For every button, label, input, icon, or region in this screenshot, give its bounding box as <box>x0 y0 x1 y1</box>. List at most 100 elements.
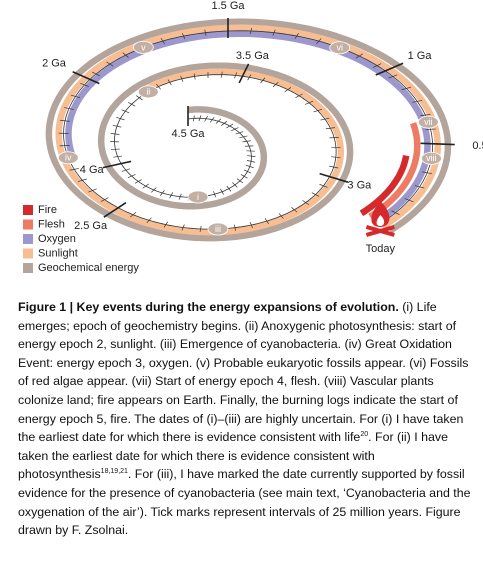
tick <box>401 86 412 91</box>
energy-band <box>359 154 410 217</box>
tick <box>77 178 87 182</box>
tick <box>215 118 222 124</box>
tick <box>122 52 129 58</box>
tick <box>278 213 284 219</box>
time-label: 3 Ga <box>347 179 372 191</box>
tick <box>64 107 74 110</box>
tick <box>181 224 185 231</box>
event-marker <box>417 115 439 129</box>
tick <box>313 109 323 113</box>
tick <box>134 179 142 184</box>
tick <box>319 183 328 188</box>
tick <box>204 115 208 122</box>
tick <box>226 123 234 129</box>
legend-label: Oxygen <box>38 233 76 245</box>
tick <box>329 165 339 169</box>
tick <box>127 174 136 179</box>
legend-swatch <box>23 219 33 230</box>
energy-band <box>65 30 431 225</box>
tick <box>404 198 414 203</box>
time-label: 0.5 Ga <box>472 140 483 152</box>
time-label: 4 Ga <box>80 164 105 176</box>
tick <box>100 197 109 202</box>
tick <box>373 63 382 68</box>
tick <box>294 33 299 40</box>
caption: Figure 1 | Key events during the energy … <box>18 298 476 540</box>
tick <box>178 193 182 200</box>
event-marker <box>207 222 229 236</box>
tick <box>146 217 152 224</box>
tick <box>106 61 114 67</box>
tick <box>291 207 298 213</box>
tick <box>295 93 303 99</box>
tick <box>305 100 314 105</box>
time-mark <box>319 172 349 183</box>
tick <box>221 120 228 126</box>
tick <box>151 187 157 193</box>
tick <box>320 117 330 121</box>
event-marker <box>57 151 79 165</box>
legend-swatch <box>23 263 33 273</box>
time-mark <box>238 63 250 84</box>
tick <box>234 224 236 231</box>
tick <box>234 72 238 79</box>
tick <box>113 155 123 158</box>
tick <box>243 169 252 174</box>
event-label: v <box>141 42 146 52</box>
tick <box>331 156 341 159</box>
time-mark <box>72 70 100 85</box>
tick <box>163 221 168 228</box>
tick <box>142 183 149 189</box>
time-mark <box>102 160 132 169</box>
event-marker <box>137 85 159 99</box>
tick <box>239 135 248 139</box>
tick <box>236 178 244 184</box>
tick <box>169 192 174 199</box>
tick <box>414 185 425 189</box>
tick <box>193 73 196 80</box>
event-label: ii <box>146 87 150 97</box>
caption-text: . For (ii) I have taken the earliest dat… <box>18 430 448 482</box>
time-track <box>63 30 433 230</box>
tick <box>316 38 322 44</box>
time-label: 2.5 Ga <box>74 220 108 232</box>
fire-core <box>376 214 385 226</box>
tick <box>246 160 256 163</box>
time-mark <box>420 142 455 146</box>
today-label: Today <box>366 243 396 255</box>
tick <box>92 71 100 77</box>
tick <box>209 116 215 123</box>
tick <box>245 164 254 169</box>
tick <box>391 210 400 215</box>
tick <box>180 75 184 82</box>
tick <box>247 74 252 81</box>
tick <box>272 29 276 36</box>
tick <box>247 155 256 158</box>
tick <box>235 131 244 135</box>
time-label: 2 Ga <box>42 57 67 69</box>
energy-band <box>368 122 421 220</box>
tick <box>156 83 161 90</box>
energy-band <box>45 18 452 242</box>
log <box>365 225 395 237</box>
tick <box>160 38 165 44</box>
tick <box>231 127 239 132</box>
tick <box>412 100 423 103</box>
tick <box>70 94 81 99</box>
tick <box>355 53 363 59</box>
fire-icon <box>371 200 390 227</box>
event-marker <box>132 40 154 54</box>
time-label: 3.5 Ga <box>236 50 270 62</box>
tick <box>264 218 269 225</box>
tick <box>198 115 202 122</box>
tick <box>69 168 79 171</box>
tick <box>181 33 186 40</box>
tick <box>242 140 251 143</box>
caption-text: (i) Life emerges; epoch of geochemistry … <box>18 300 469 445</box>
tick <box>302 200 310 206</box>
event-label: vii <box>424 117 433 127</box>
tick <box>121 168 130 172</box>
tick <box>199 225 202 232</box>
tick <box>284 87 292 93</box>
